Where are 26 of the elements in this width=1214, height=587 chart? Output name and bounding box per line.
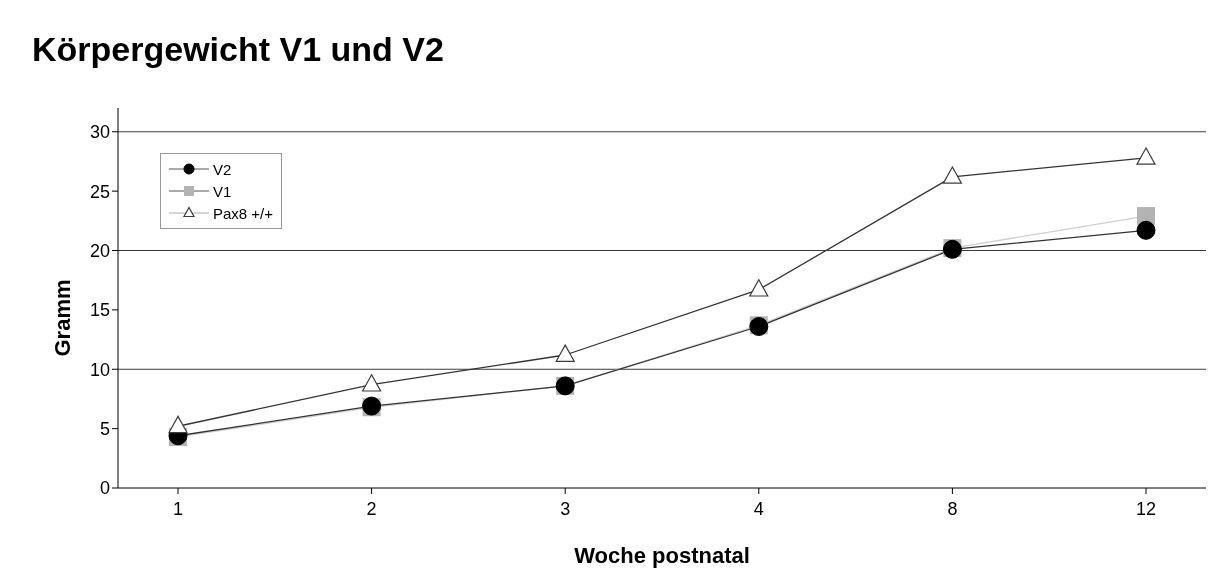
point — [1136, 220, 1156, 240]
y-tick-label: 30 — [89, 122, 110, 143]
y-tick-label: 20 — [89, 240, 110, 261]
x-tick-label: 8 — [947, 498, 958, 519]
x-tick-label: 2 — [366, 498, 377, 519]
point — [168, 415, 188, 434]
chart-title: Körpergewicht V1 und V2 — [32, 30, 444, 69]
point — [362, 374, 382, 392]
point — [749, 279, 769, 297]
point — [942, 166, 962, 184]
y-tick-label: 15 — [89, 300, 110, 321]
y-axis-title: Gramm — [50, 279, 76, 357]
x-tick-label: 12 — [1135, 498, 1157, 519]
legend-label: V2 — [213, 160, 232, 178]
x-axis-title: Woche postnatal — [573, 543, 751, 569]
point — [1136, 147, 1156, 165]
y-tick-label: 5 — [99, 419, 110, 440]
y-tick-label: 25 — [89, 181, 110, 202]
y-tick-label: 0 — [99, 478, 110, 499]
legend-label: V1 — [213, 182, 232, 200]
point — [555, 344, 575, 362]
x-tick-label: 4 — [753, 498, 764, 519]
y-tick-label: 10 — [89, 359, 110, 380]
legend-label: Pax8 +/+ — [213, 204, 274, 222]
x-tick-label: 1 — [172, 498, 184, 519]
x-tick-label: 3 — [560, 498, 571, 519]
